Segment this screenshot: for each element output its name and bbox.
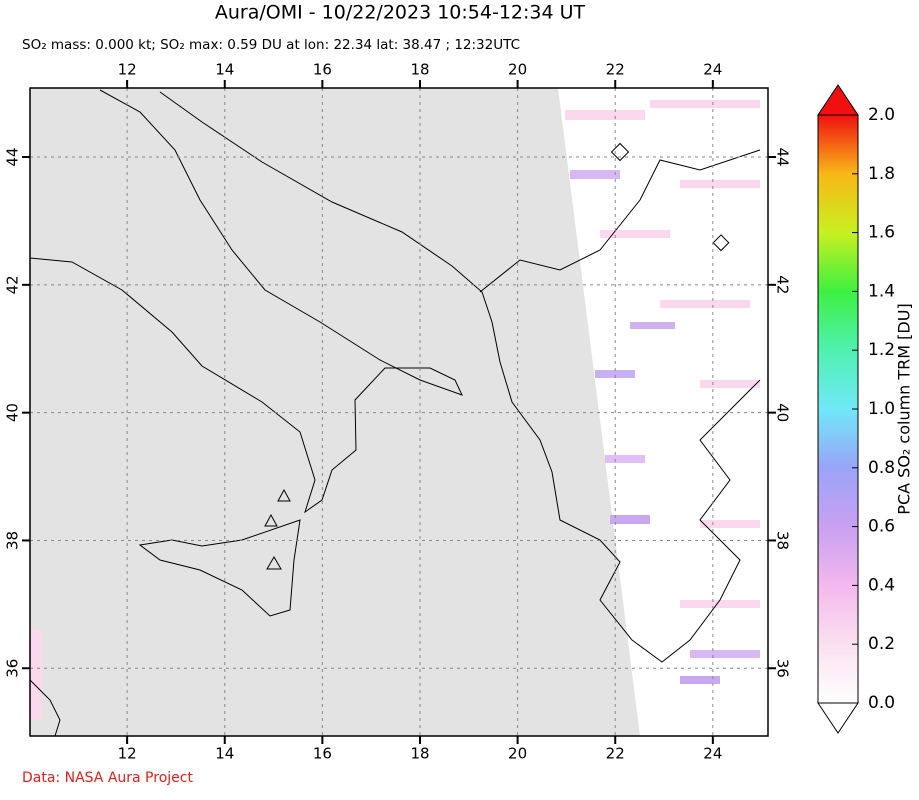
colorbar-tick-label: 0.6 xyxy=(868,517,895,537)
lat-label-right: 38 xyxy=(774,531,792,550)
lat-label-right: 36 xyxy=(774,659,792,678)
lon-tick-top xyxy=(614,80,617,88)
lat-label-right: 42 xyxy=(774,275,792,294)
lat-tick-right xyxy=(768,411,776,414)
lon-label-bottom: 24 xyxy=(703,745,722,763)
lat-tick-left xyxy=(22,667,30,670)
lon-label-bottom: 18 xyxy=(410,745,429,763)
lon-label-bottom: 22 xyxy=(606,745,625,763)
colorbar-tick-label: 2.0 xyxy=(868,105,895,125)
so2-pixels xyxy=(30,100,760,720)
lon-tick-bottom xyxy=(711,736,714,744)
colorbar-tick-label: 0.0 xyxy=(868,693,895,713)
lon-label-top: 12 xyxy=(118,61,137,79)
lat-label-left: 42 xyxy=(4,275,22,294)
volcano-markers xyxy=(264,142,730,570)
footer: Data: NASA Aura Project xyxy=(22,770,193,786)
lat-tick-left xyxy=(22,156,30,159)
lon-tick-top xyxy=(321,80,324,88)
colorbar-tick-label: 1.0 xyxy=(868,399,895,419)
lat-tick-right xyxy=(768,283,776,286)
colorbar-label: PCA SO₂ column TRM [DU] xyxy=(895,303,914,514)
lon-label-top: 20 xyxy=(508,61,527,79)
lat-label-left: 40 xyxy=(4,403,22,422)
colorbar-tick-label: 0.4 xyxy=(868,575,895,595)
lon-label-bottom: 16 xyxy=(313,745,332,763)
lon-label-top: 16 xyxy=(313,61,332,79)
lon-tick-bottom xyxy=(126,736,129,744)
lat-tick-right xyxy=(768,156,776,159)
lon-label-top: 24 xyxy=(703,61,722,79)
map-body xyxy=(30,88,768,736)
lon-tick-bottom xyxy=(418,736,421,744)
lat-label-right: 44 xyxy=(774,147,792,166)
colorbar xyxy=(817,114,859,704)
colorbar-tick-label: 1.6 xyxy=(868,223,895,243)
lat-label-left: 36 xyxy=(4,659,22,678)
subtitle: SO₂ mass: 0.000 kt; SO₂ max: 0.59 DU at … xyxy=(22,37,520,53)
lon-tick-top xyxy=(418,80,421,88)
axes: 12 12 14 14 16 16 18 18 20 20 22 22 24 24 36 36 38 38 40 40… xyxy=(4,61,792,763)
lat-label-left: 44 xyxy=(4,147,22,166)
lon-label-top: 14 xyxy=(215,61,234,79)
colorbar-max-arrow xyxy=(817,84,859,116)
lat-tick-right xyxy=(768,667,776,670)
lat-label-right: 40 xyxy=(774,403,792,422)
colorbar-tick-label: 0.2 xyxy=(868,634,895,654)
lon-tick-top xyxy=(126,80,129,88)
title: Aura/OMI - 10/22/2023 10:54-12:34 UT xyxy=(215,2,586,24)
lon-tick-top xyxy=(516,80,519,88)
lon-label-top: 22 xyxy=(606,61,625,79)
lon-label-bottom: 14 xyxy=(215,745,234,763)
lat-tick-left xyxy=(22,539,30,542)
lon-tick-bottom xyxy=(516,736,519,744)
lat-tick-left xyxy=(22,283,30,286)
colorbar-tick-label: 1.4 xyxy=(868,281,895,301)
colorbar-tick-label: 1.2 xyxy=(868,340,895,360)
lon-label-top: 18 xyxy=(410,61,429,79)
lat-tick-right xyxy=(768,539,776,542)
colorbar-min-arrow xyxy=(817,702,859,734)
lon-tick-bottom xyxy=(614,736,617,744)
lon-tick-top xyxy=(711,80,714,88)
lat-tick-left xyxy=(22,411,30,414)
lon-label-bottom: 20 xyxy=(508,745,527,763)
coastlines xyxy=(30,89,761,736)
lon-label-bottom: 12 xyxy=(118,745,137,763)
colorbar-tick-label: 1.8 xyxy=(868,164,895,184)
lon-tick-top xyxy=(223,80,226,88)
colorbar-tick-label: 0.8 xyxy=(868,458,895,478)
grid xyxy=(30,88,768,736)
lon-tick-bottom xyxy=(321,736,324,744)
lon-tick-bottom xyxy=(223,736,226,744)
swath xyxy=(30,88,640,736)
lat-label-left: 38 xyxy=(4,531,22,550)
